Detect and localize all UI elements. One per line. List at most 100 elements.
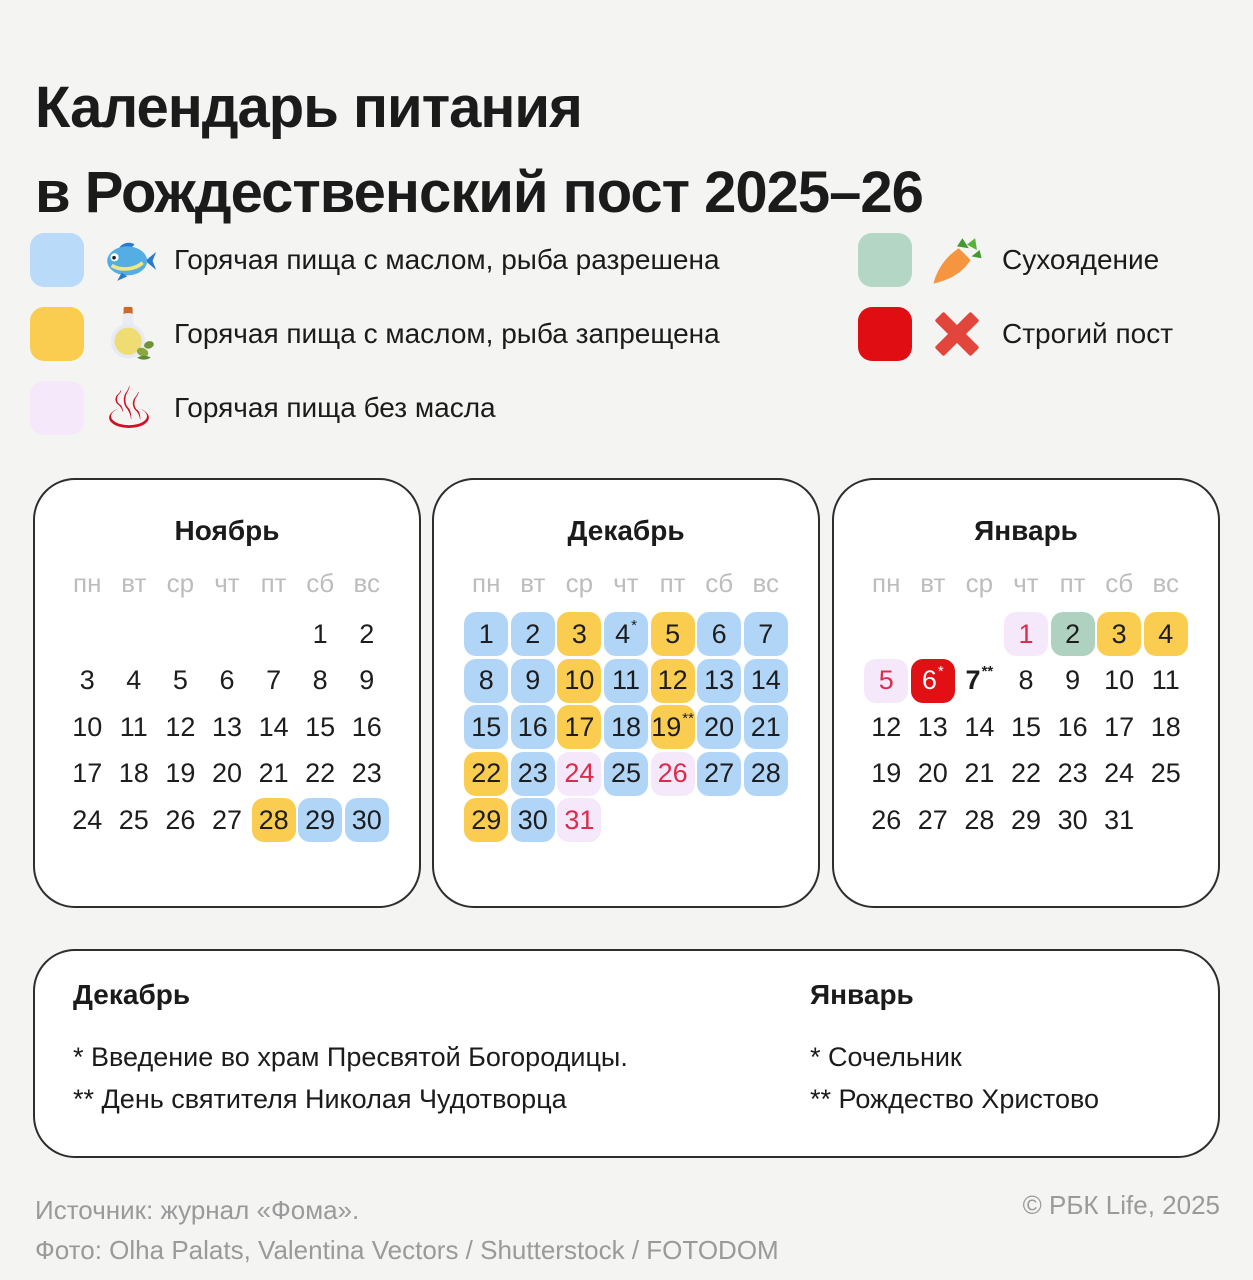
calendar-card-december: Декабрь пн вт ср чт пт сб вс 1 2 3 4 * 5 6 7 8 9 10 11 12 1… bbox=[432, 478, 820, 908]
weekday-label: чт bbox=[1013, 568, 1039, 598]
day-number: 12 bbox=[165, 711, 196, 742]
day-number: 2 bbox=[525, 618, 541, 649]
day-number: 17 bbox=[72, 758, 103, 789]
day-number: 11 bbox=[611, 665, 641, 696]
day-cell: 9 bbox=[510, 658, 555, 703]
day-cell: 27 bbox=[205, 798, 249, 842]
day-cell: 7 bbox=[252, 659, 296, 703]
day-number: 23 bbox=[1057, 758, 1088, 789]
empty-cell bbox=[112, 612, 156, 656]
day-cell: 19 bbox=[158, 752, 202, 796]
day-cell: 14 bbox=[252, 705, 296, 749]
day-number: 2 bbox=[1065, 618, 1081, 649]
legend-swatch-blue bbox=[30, 233, 84, 287]
day-number: 23 bbox=[517, 758, 548, 789]
legend-swatch-red bbox=[858, 307, 912, 361]
day-number: 14 bbox=[750, 665, 781, 696]
weekday-label: вс bbox=[1152, 568, 1180, 598]
day-number: 5 bbox=[172, 665, 188, 696]
fish-icon bbox=[98, 230, 160, 290]
day-number: 4 bbox=[1158, 618, 1174, 649]
day-number: 17 bbox=[564, 711, 595, 742]
day-number: 5 bbox=[878, 665, 894, 696]
day-cell: 17 bbox=[557, 705, 602, 750]
day-cell: 29 bbox=[464, 798, 509, 843]
day-cell: 16 bbox=[510, 705, 555, 750]
day-number: 30 bbox=[517, 804, 548, 835]
day-number: 12 bbox=[657, 665, 688, 696]
day-cell: 12 bbox=[864, 705, 908, 749]
day-number: 15 bbox=[471, 711, 502, 742]
day-number: 7 bbox=[758, 618, 774, 649]
empty-cell bbox=[158, 612, 202, 656]
day-number: 25 bbox=[118, 804, 149, 835]
day-cell: 1 bbox=[298, 612, 342, 656]
footnote-mark: ** bbox=[682, 709, 694, 727]
day-number: 18 bbox=[1150, 711, 1181, 742]
day-cell: 31 bbox=[1097, 798, 1141, 842]
footnotes-december: Декабрь * Введение во храм Пресвятой Бог… bbox=[73, 979, 628, 1120]
day-number: 28 bbox=[750, 758, 781, 789]
day-number: 24 bbox=[564, 758, 595, 789]
day-number: 27 bbox=[917, 804, 948, 835]
empty-cell bbox=[864, 612, 908, 656]
empty-cell bbox=[957, 612, 1001, 656]
calendar-card-january: Январь пн вт ср чт пт сб вс 1 2 3 4 5 6 * 7 ** 8 9 10 11 12… bbox=[832, 478, 1220, 908]
footnote-mark: * bbox=[631, 616, 637, 634]
day-cell: 9 bbox=[1051, 659, 1095, 703]
carrot-icon bbox=[926, 230, 988, 290]
day-cell: 8 bbox=[298, 659, 342, 703]
footnote-month-title: Декабрь bbox=[73, 979, 191, 1010]
weekday-row: пн вт ср чт пт сб вс bbox=[834, 568, 1218, 599]
legend-swatch-green bbox=[858, 233, 912, 287]
day-number: 10 bbox=[72, 711, 103, 742]
page-title-line1: Календарь питания bbox=[35, 74, 583, 140]
day-cell: 27 bbox=[697, 751, 742, 796]
day-number: 11 bbox=[119, 711, 148, 742]
day-cell: 26 bbox=[650, 751, 695, 796]
day-cell: 28 bbox=[251, 798, 296, 843]
day-number: 17 bbox=[1104, 711, 1135, 742]
weekday-label: ср bbox=[166, 568, 195, 598]
legend-label: Сухоядение bbox=[1002, 244, 1160, 275]
day-number: 16 bbox=[351, 711, 382, 742]
weekday-label: вс bbox=[353, 568, 381, 598]
legend-item-no-oil: ♨ Горячая пища без масла bbox=[30, 379, 496, 437]
weekday-label: сб bbox=[705, 568, 734, 598]
empty-cell bbox=[205, 612, 249, 656]
day-cell: 5 bbox=[158, 659, 202, 703]
day-cell: 15 bbox=[1004, 705, 1048, 749]
day-cell: 7 bbox=[743, 612, 788, 656]
day-number: 1 bbox=[312, 618, 328, 649]
day-cell: 17 bbox=[65, 752, 109, 796]
day-cell: 23 bbox=[1051, 752, 1095, 796]
empty-cell bbox=[65, 612, 109, 656]
day-cell: 16 bbox=[1051, 705, 1095, 749]
day-cell: 7 ** bbox=[957, 659, 1001, 703]
day-cell: 14 bbox=[743, 658, 788, 703]
day-cell: 20 bbox=[697, 705, 742, 750]
day-cell: 25 bbox=[604, 751, 648, 796]
weekday-label: пн bbox=[872, 568, 901, 598]
day-number: 10 bbox=[1104, 665, 1135, 696]
day-number: 29 bbox=[471, 804, 502, 835]
day-number: 1 bbox=[478, 618, 494, 649]
weekday-label: сб bbox=[1105, 568, 1134, 598]
day-cell: 6 * bbox=[910, 658, 955, 703]
day-number: 26 bbox=[871, 804, 902, 835]
day-number: 26 bbox=[165, 804, 196, 835]
day-number: 4 bbox=[126, 665, 142, 696]
day-cell: 22 bbox=[298, 752, 342, 796]
page-title-line2: в Рождественский пост 2025–26 bbox=[35, 159, 924, 225]
day-number: 15 bbox=[1010, 711, 1042, 742]
day-cell: 31 bbox=[557, 798, 602, 843]
day-cell: 24 bbox=[65, 798, 109, 842]
day-number: 28 bbox=[964, 804, 995, 835]
day-number: 3 bbox=[1111, 618, 1127, 649]
day-cell: 1 bbox=[1004, 612, 1048, 656]
weekday-label: пн bbox=[472, 568, 501, 598]
day-number: 5 bbox=[665, 618, 681, 649]
source-credit: Источник: журнал «Фома». bbox=[35, 1195, 360, 1225]
day-number: 18 bbox=[610, 711, 642, 742]
weekday-label: пн bbox=[73, 568, 102, 598]
